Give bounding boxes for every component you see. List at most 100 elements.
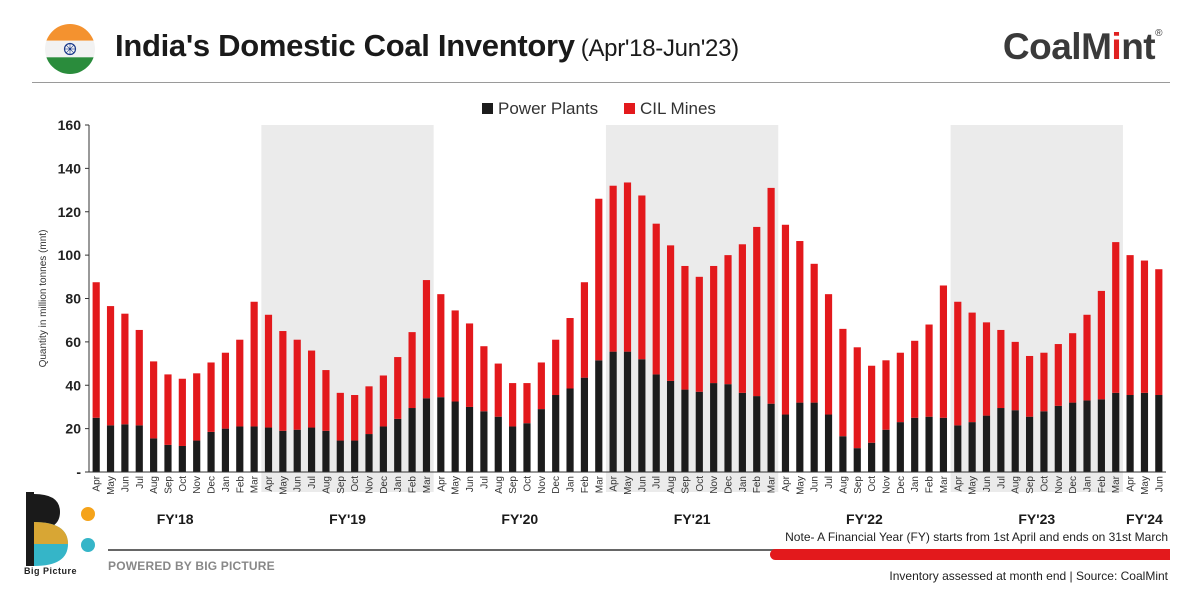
x-tick-label-52: Aug [838,476,849,494]
x-tick-label-9: Jan [221,476,232,492]
x-tick-label-51: Jul [824,476,835,489]
bar-cil-mines-31 [537,362,545,410]
x-tick-label-27: Jul [479,476,490,489]
x-tick-label-43: Nov [709,476,720,494]
x-tick-label-49: May [795,476,806,495]
bar-cil-mines-3 [135,329,143,426]
bar-cil-mines-48 [781,224,790,415]
fy-label-6: FY'24 [1126,511,1163,527]
x-tick-label-6: Oct [178,476,189,492]
x-tick-label-24: Apr [436,475,447,491]
bar-power-plants-6 [178,445,186,472]
big-picture-logo-icon [26,492,95,566]
y-axis: - 20 40 60 80 100 120 140 160 Quantity in million… [38,117,90,480]
x-tick-label-72: Apr [1126,475,1137,491]
bar-cil-mines-11 [250,301,258,427]
bar-power-plants-65 [1025,416,1034,472]
y-tick-label-8: 160 [58,117,82,133]
bar-cil-mines-14 [293,339,301,430]
x-tick-label-48: Apr [781,475,792,491]
powered-by: POWERED BY BIG PICTURE [108,559,275,573]
x-axis: Apr May Jun Jul Aug Sep Oct Nov Dec Jan Feb Mar Apr M… [89,471,1166,495]
bar-cil-mines-17 [336,392,344,441]
bar-cil-mines-63 [997,329,1005,409]
bar-power-plants-72 [1126,395,1134,472]
bar-cil-mines-33 [566,318,574,389]
y-tick-label-7: 140 [58,160,82,176]
x-tick-label-34: Feb [580,476,591,494]
bar-cil-mines-74 [1155,269,1163,396]
x-tick-label-23: Mar [422,475,433,493]
x-tick-label-15: Jul [307,476,318,489]
bar-power-plants-12 [264,427,273,472]
bar-cil-mines-9 [221,352,230,429]
bar-power-plants-44 [724,384,732,472]
fy-band-1 [261,125,434,492]
bar-cil-mines-27 [480,346,488,412]
x-tick-label-26: Jun [465,476,476,492]
bar-cil-mines-46 [753,226,761,397]
fy-label-3: FY'21 [674,511,711,527]
bar-cil-mines-59 [939,285,948,418]
x-tick-label-5: Sep [163,476,174,494]
x-tick-label-44: Dec [724,476,735,494]
bar-power-plants-50 [810,402,818,472]
x-tick-label-70: Feb [1097,476,1108,494]
x-tick-label-7: Nov [192,476,203,494]
bar-power-plants-66 [1040,411,1048,472]
title-period: (Apr'18-Jun'23) [580,35,739,62]
bar-cil-mines-25 [451,310,459,402]
y-tick-label-3: 60 [65,334,81,350]
bar-power-plants-18 [351,440,359,472]
bar-power-plants-51 [824,414,833,472]
bar-cil-mines-16 [322,370,330,431]
bar-power-plants-13 [279,430,287,472]
x-tick-label-33: Jan [566,476,577,492]
x-tick-label-36: Apr [609,475,620,491]
bar-power-plants-38 [638,359,646,472]
bar-cil-mines-22 [408,332,416,409]
bar-power-plants-1 [106,425,115,472]
bar-power-plants-52 [839,436,847,472]
bar-power-plants-24 [437,397,445,472]
bar-cil-mines-72 [1126,255,1134,396]
bar-power-plants-69 [1083,400,1091,472]
x-tick-label-42: Oct [695,476,706,492]
bar-cil-mines-53 [853,347,861,449]
bar-power-plants-55 [882,429,890,472]
bar-cil-mines-21 [394,357,402,419]
bar-power-plants-46 [753,396,761,472]
x-tick-label-30: Oct [522,476,533,492]
y-axis-title: Quantity in million tonnes (mnt) [38,230,49,368]
bar-cil-mines-41 [681,265,689,390]
bar-power-plants-19 [365,434,373,472]
bar-power-plants-39 [652,374,660,472]
x-tick-label-61: May [968,476,979,495]
x-tick-label-66: Oct [1039,476,1050,492]
x-tick-label-16: Aug [321,476,332,494]
bar-cil-mines-44 [724,255,732,385]
bar-cil-mines-73 [1140,260,1149,393]
x-tick-label-19: Nov [365,476,376,494]
x-tick-label-40: Aug [666,476,677,494]
bar-cil-mines-5 [164,374,172,445]
bar-cil-mines-15 [307,350,316,428]
bar-cil-mines-24 [437,294,445,398]
bar-cil-mines-49 [796,241,804,403]
logo-label: Big Picture [24,566,78,576]
coalmint-logo: CoalMint® [1003,26,1163,68]
x-tick-label-29: Sep [508,476,519,494]
fiscal-year-labels: FY'18 FY'19 FY'20 FY'21 FY'22 FY'23 FY'24 [157,511,1163,527]
fy-band-5 [950,125,1123,492]
x-tick-label-20: Dec [379,476,390,494]
x-tick-label-37: May [623,476,634,495]
bar-cil-mines-38 [638,195,646,360]
bar-cil-mines-36 [609,185,617,352]
fiscal-year-bands [261,125,1123,492]
x-tick-label-46: Feb [752,476,763,494]
bar-power-plants-4 [150,438,158,472]
x-tick-label-55: Nov [881,476,892,494]
x-tick-label-60: Apr [953,475,964,491]
bar-power-plants-47 [767,403,775,472]
bar-power-plants-0 [92,417,100,472]
